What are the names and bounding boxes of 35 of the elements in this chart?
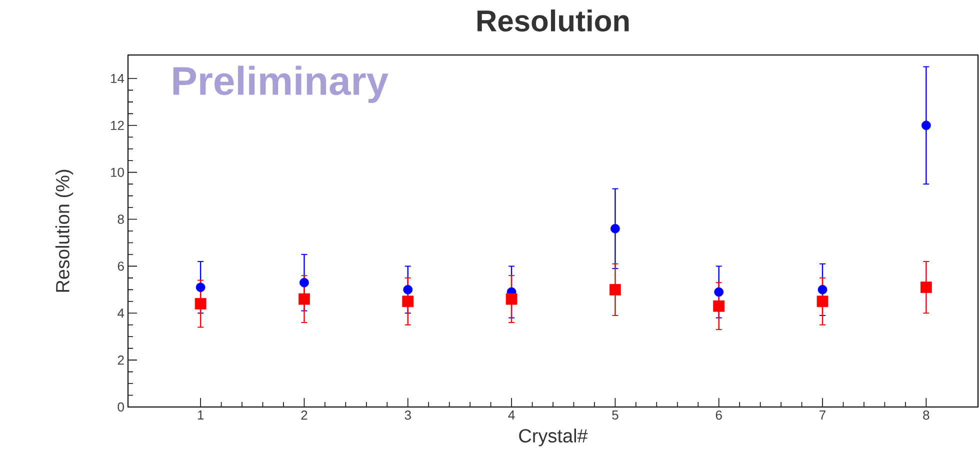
point — [714, 287, 724, 297]
point — [713, 300, 725, 312]
y-tick-label: 0 — [118, 402, 124, 412]
y-tick-label: 6 — [118, 262, 124, 271]
y-tick-label: 2 — [118, 356, 124, 365]
point — [194, 298, 206, 310]
point — [298, 293, 310, 305]
x-axis-title: Crystal# — [519, 428, 588, 446]
y-axis-title: Resolution (%) — [55, 170, 74, 292]
point — [196, 282, 206, 292]
y-tick-label: 8 — [118, 214, 124, 224]
point — [920, 282, 932, 294]
annotation: Preliminary — [173, 66, 388, 104]
point — [506, 293, 518, 305]
point — [818, 284, 828, 294]
x-tick-label: 2 — [301, 410, 308, 420]
x-tick-label: 7 — [820, 410, 826, 420]
x-tick-label: 4 — [508, 410, 515, 420]
y-tick-label: 12 — [111, 120, 124, 130]
y-tick-label: 10 — [111, 168, 124, 177]
point — [402, 296, 414, 308]
x-tick-label: 5 — [612, 410, 618, 420]
x-tick-label: 1 — [198, 410, 204, 420]
point — [610, 224, 620, 234]
x-tick-label: 6 — [716, 410, 722, 420]
point — [816, 296, 828, 308]
chart-title: Resolution — [478, 10, 629, 32]
point — [403, 284, 413, 294]
point — [609, 284, 621, 296]
y-tick-label: 4 — [118, 308, 124, 318]
point — [921, 120, 931, 130]
y-tick-label: 14 — [111, 74, 124, 83]
x-tick-label: 3 — [404, 410, 411, 420]
x-tick-label: 8 — [923, 410, 930, 420]
point — [300, 278, 309, 288]
